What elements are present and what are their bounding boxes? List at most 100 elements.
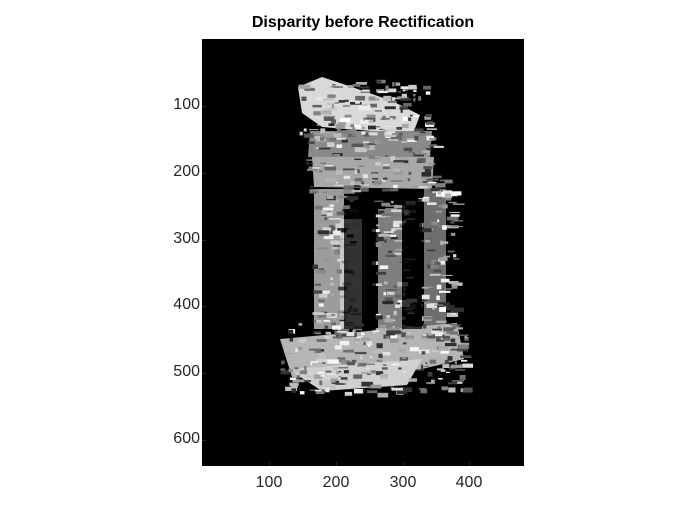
disparity-fragment (299, 391, 305, 395)
disparity-fragment (396, 126, 402, 130)
disparity-fragment (307, 141, 315, 144)
disparity-fragment (387, 101, 397, 103)
disparity-fragment (421, 175, 429, 180)
disparity-fragment (410, 114, 415, 117)
disparity-fragment (424, 116, 432, 120)
disparity-fragment (354, 124, 362, 129)
disparity-fragment (446, 371, 450, 373)
disparity-fragment (303, 133, 314, 138)
disparity-fragment (309, 389, 317, 391)
disparity-fragment (325, 348, 334, 354)
disparity-fragment (418, 96, 422, 101)
disparity-fragment (336, 144, 343, 148)
disparity-fragment (442, 334, 450, 339)
disparity-fragment (318, 147, 331, 150)
y-tick-label: 500 (173, 363, 200, 380)
disparity-fragment (382, 164, 390, 166)
disparity-fragment (344, 329, 348, 333)
disparity-fragment (303, 350, 314, 354)
disparity-fragment (450, 348, 463, 351)
disparity-fragment (331, 119, 337, 124)
disparity-fragment (319, 293, 328, 298)
disparity-fragment (393, 310, 397, 316)
disparity-fragment (427, 182, 437, 184)
disparity-fragment (431, 350, 440, 353)
disparity-fragment (383, 292, 387, 296)
disparity-fragment (399, 98, 412, 101)
disparity-fragment (376, 89, 385, 93)
disparity-fragment (306, 162, 310, 165)
disparity-fragment (386, 315, 390, 319)
disparity-fragment (354, 158, 362, 160)
disparity-fragment (464, 337, 469, 341)
disparity-fragment (418, 186, 428, 189)
disparity-fragment (309, 189, 319, 194)
disparity-fragment (430, 188, 441, 192)
disparity-fragment (321, 210, 327, 215)
disparity-fragment (426, 303, 437, 308)
disparity-fragment (418, 133, 430, 136)
disparity-fragment (390, 117, 396, 120)
disparity-fragment (388, 131, 396, 134)
disparity-fragment (427, 333, 435, 339)
disparity-fragment (424, 239, 430, 243)
disparity-fragment (317, 314, 327, 318)
disparity-fragment (397, 91, 401, 93)
disparity-fragment (346, 361, 355, 366)
disparity-fragment (384, 297, 393, 302)
disparity-fragment (324, 217, 328, 221)
disparity-fragment (352, 127, 356, 132)
disparity-fragment (396, 389, 408, 394)
disparity-fragment (333, 86, 343, 88)
disparity-fragment (323, 117, 335, 121)
disparity-fragment (393, 222, 400, 228)
disparity-fragment (383, 231, 395, 233)
disparity-fragment (426, 128, 437, 130)
disparity-fragment (448, 387, 456, 393)
disparity-fragment (360, 355, 364, 360)
disparity-fragment (342, 382, 347, 385)
disparity-fragment (420, 389, 428, 394)
disparity-fragment (331, 322, 336, 326)
disparity-fragment (350, 181, 355, 185)
disparity-fragment (348, 85, 354, 88)
disparity-fragment (368, 96, 376, 101)
disparity-fragment (340, 295, 348, 299)
disparity-fragment (362, 141, 370, 144)
disparity-fragment (368, 125, 377, 130)
disparity-fragment (409, 347, 419, 352)
disparity-fragment (298, 323, 303, 326)
disparity-fragment (352, 359, 357, 363)
disparity-fragment (408, 378, 418, 382)
disparity-fragment (418, 198, 430, 202)
disparity-fragment (348, 133, 356, 138)
disparity-fragment (342, 209, 345, 212)
disparity-fragment (429, 359, 437, 364)
disparity-fragment (351, 143, 364, 147)
disparity-fragment (391, 387, 403, 391)
disparity-fragment (316, 339, 327, 342)
disparity-fragment (432, 175, 442, 178)
disparity-fragment (303, 130, 307, 132)
disparity-fragment (436, 320, 447, 323)
disparity-fragment (436, 295, 440, 301)
disparity-fragment (337, 310, 348, 314)
disparity-fragment (441, 386, 448, 391)
disparity-fragment (405, 335, 415, 340)
disparity-fragment (375, 214, 386, 218)
disparity-fragment (451, 191, 462, 196)
disparity-fragment (379, 265, 389, 269)
disparity-fragment (400, 360, 409, 365)
disparity-fragment (315, 270, 327, 274)
disparity-fragment (424, 333, 428, 339)
disparity-fragment (362, 388, 365, 393)
disparity-fragment (436, 284, 442, 290)
disparity-fragment (320, 159, 329, 161)
disparity-fragment (385, 88, 397, 93)
disparity-fragment (362, 174, 368, 179)
disparity-fragment (445, 288, 453, 290)
disparity-fragment (425, 362, 428, 365)
disparity-fragment (280, 370, 290, 375)
disparity-fragment (464, 336, 468, 339)
disparity-fragment (452, 325, 456, 330)
